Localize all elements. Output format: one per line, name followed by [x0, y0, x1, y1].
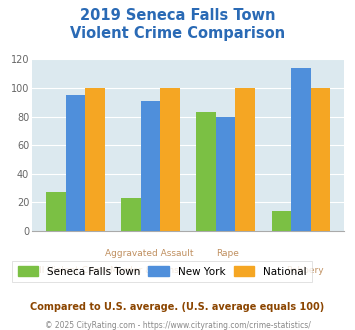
Bar [85, 88, 105, 231]
Text: Murder & Mans...: Murder & Mans... [110, 266, 188, 275]
Bar [196, 112, 216, 231]
Bar [272, 211, 291, 231]
Text: © 2025 CityRating.com - https://www.cityrating.com/crime-statistics/: © 2025 CityRating.com - https://www.city… [45, 321, 310, 330]
Bar [235, 88, 255, 231]
Legend: Seneca Falls Town, New York, National: Seneca Falls Town, New York, National [12, 261, 312, 282]
Bar [160, 88, 180, 231]
Bar [46, 192, 66, 231]
Bar [121, 198, 141, 231]
Text: 2019 Seneca Falls Town: 2019 Seneca Falls Town [80, 8, 275, 23]
Text: Rape: Rape [216, 249, 239, 258]
Bar [216, 116, 235, 231]
Bar [311, 88, 330, 231]
Bar [291, 68, 311, 231]
Text: Aggravated Assault: Aggravated Assault [105, 249, 193, 258]
Text: Violent Crime Comparison: Violent Crime Comparison [70, 26, 285, 41]
Text: All Violent Crime: All Violent Crime [33, 266, 109, 275]
Bar [141, 101, 160, 231]
Text: Robbery: Robbery [286, 266, 324, 275]
Text: Compared to U.S. average. (U.S. average equals 100): Compared to U.S. average. (U.S. average … [31, 302, 324, 312]
Bar [66, 95, 85, 231]
